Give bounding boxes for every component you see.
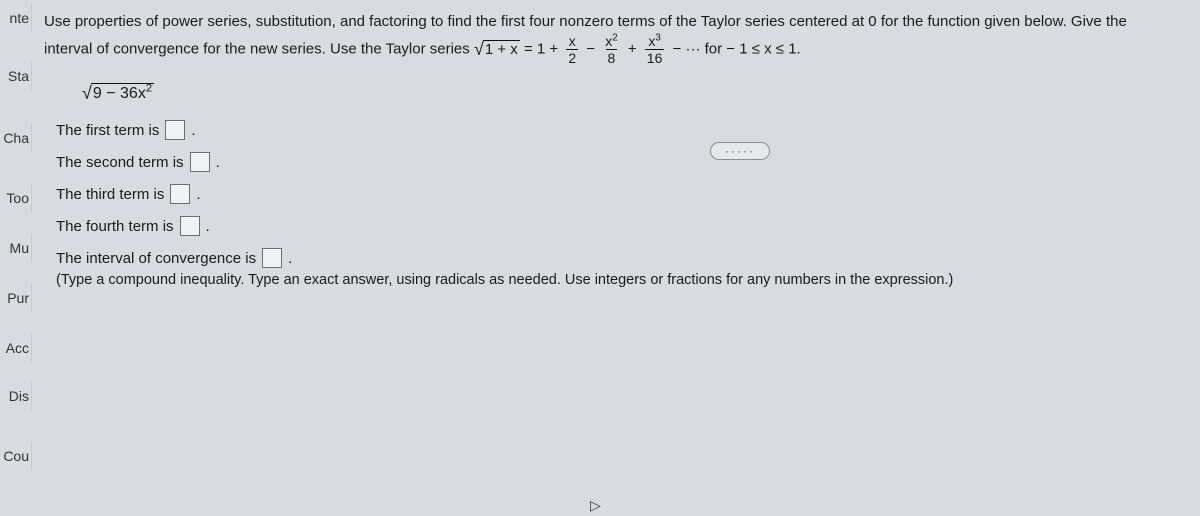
fourth-term-input[interactable] [180, 216, 200, 236]
interval-row: The interval of convergence is . [56, 248, 1188, 268]
sidebar-tab-cou[interactable]: Cou [0, 442, 32, 470]
fraction-term2: x2 8 [603, 34, 619, 65]
equals-text: = 1 + [524, 40, 562, 57]
fraction-term3: x3 16 [645, 34, 665, 65]
sqrt-body: 1 + x [483, 40, 520, 59]
third-term-label: The third term is [56, 186, 164, 203]
frac-num: x3 [646, 34, 662, 49]
frac-num: x2 [603, 34, 619, 49]
question-panel: Use properties of power series, substitu… [32, 0, 1200, 516]
second-term-input[interactable] [190, 152, 210, 172]
sqrt-expression: √ 1 + x [474, 35, 520, 64]
second-term-label: The second term is [56, 154, 184, 171]
period: . [191, 122, 195, 139]
interval-hint: (Type a compound inequality. Type an exa… [56, 272, 1188, 288]
dots-icon: ····· [710, 142, 770, 160]
sidebar-tab-mu[interactable]: Mu [0, 234, 32, 262]
sidebar-tab-too[interactable]: Too [0, 184, 32, 212]
series-tail: − ··· for − 1 ≤ x ≤ 1. [673, 40, 801, 57]
period: . [196, 186, 200, 203]
sidebar-tab-acc[interactable]: Acc [0, 334, 32, 362]
period: . [206, 218, 210, 235]
question-line1: Use properties of power series, substitu… [44, 13, 1127, 30]
first-term-row: The first term is . [56, 120, 1188, 140]
cursor-caret-icon: ▷ [590, 497, 601, 514]
sidebar-tab-pur[interactable]: Pur [0, 284, 32, 312]
third-term-row: The third term is . [56, 184, 1188, 204]
first-term-input[interactable] [165, 120, 185, 140]
given-root-body: 9 − 36x2 [91, 83, 154, 103]
question-text: Use properties of power series, substitu… [44, 10, 1188, 65]
fourth-term-label: The fourth term is [56, 218, 174, 235]
interval-input[interactable] [262, 248, 282, 268]
sidebar-tab-dis[interactable]: Dis [0, 382, 32, 410]
interval-label: The interval of convergence is [56, 250, 256, 267]
question-line2-prefix: interval of convergence for the new seri… [44, 40, 474, 57]
frac-den: 2 [566, 49, 578, 65]
third-term-input[interactable] [170, 184, 190, 204]
second-term-row: The second term is . [56, 152, 1188, 172]
fourth-term-row: The fourth term is . [56, 216, 1188, 236]
ellipsis-pill[interactable]: ····· [710, 142, 770, 160]
sidebar-tab-cha[interactable]: Cha [0, 124, 32, 152]
period: . [216, 154, 220, 171]
frac-den: 16 [645, 49, 665, 65]
plus-text: + [628, 40, 641, 57]
period: . [288, 250, 292, 267]
minus-text: − [586, 40, 599, 57]
given-function: √ 9 − 36x2 [82, 83, 1188, 104]
sidebar-tab-sta[interactable]: Sta [0, 62, 32, 90]
sidebar-tabs: nte Sta Cha Too Mu Pur Acc Dis Cou [0, 0, 32, 516]
frac-num: x [567, 34, 578, 49]
sidebar-tab-nte[interactable]: nte [0, 4, 32, 32]
fraction-term1: x 2 [566, 34, 578, 65]
frac-den: 8 [606, 49, 618, 65]
first-term-label: The first term is [56, 122, 159, 139]
